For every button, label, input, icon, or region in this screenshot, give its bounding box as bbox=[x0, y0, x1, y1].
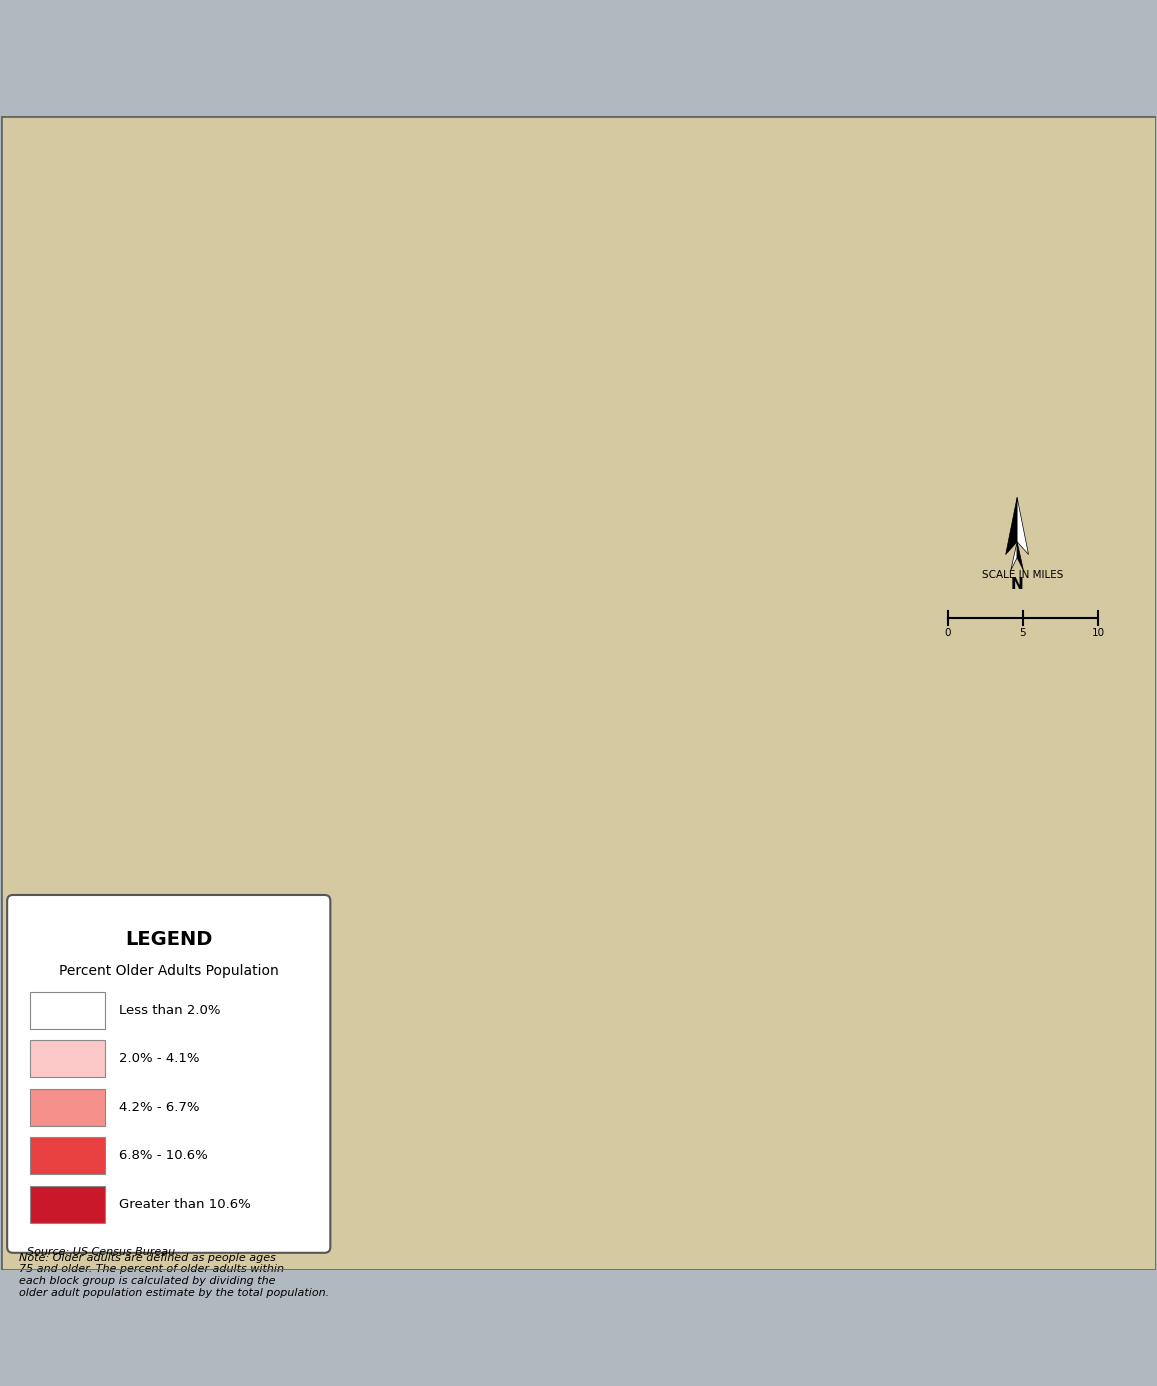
Text: Greater than 10.6%: Greater than 10.6% bbox=[119, 1198, 251, 1211]
Polygon shape bbox=[1011, 542, 1017, 571]
Bar bbox=[30, 1089, 105, 1125]
Text: Less than 2.0%: Less than 2.0% bbox=[119, 1003, 221, 1017]
Polygon shape bbox=[1017, 542, 1024, 571]
Polygon shape bbox=[1017, 498, 1029, 554]
Polygon shape bbox=[1005, 498, 1017, 554]
Text: LEGEND: LEGEND bbox=[125, 930, 213, 948]
FancyBboxPatch shape bbox=[7, 895, 331, 1253]
Text: Note: Older adults are defined as people ages
75 and older. The percent of older: Note: Older adults are defined as people… bbox=[19, 1253, 329, 1297]
Text: 2.0% - 4.1%: 2.0% - 4.1% bbox=[119, 1052, 200, 1066]
Text: 6.8% - 10.6%: 6.8% - 10.6% bbox=[119, 1149, 208, 1163]
Text: SCALE IN MILES: SCALE IN MILES bbox=[982, 570, 1063, 579]
Text: 10: 10 bbox=[1091, 628, 1105, 639]
Text: 0: 0 bbox=[944, 628, 951, 639]
Text: N: N bbox=[1011, 577, 1024, 592]
Text: 5: 5 bbox=[1019, 628, 1026, 639]
Text: 4.2% - 6.7%: 4.2% - 6.7% bbox=[119, 1100, 200, 1114]
Bar bbox=[30, 992, 105, 1028]
Bar bbox=[30, 1041, 105, 1077]
Bar bbox=[30, 1186, 105, 1222]
Text: Percent Older Adults Population: Percent Older Adults Population bbox=[59, 965, 279, 979]
Text: Source: US Census Bureau.: Source: US Census Bureau. bbox=[27, 1247, 178, 1257]
Bar bbox=[30, 1138, 105, 1174]
